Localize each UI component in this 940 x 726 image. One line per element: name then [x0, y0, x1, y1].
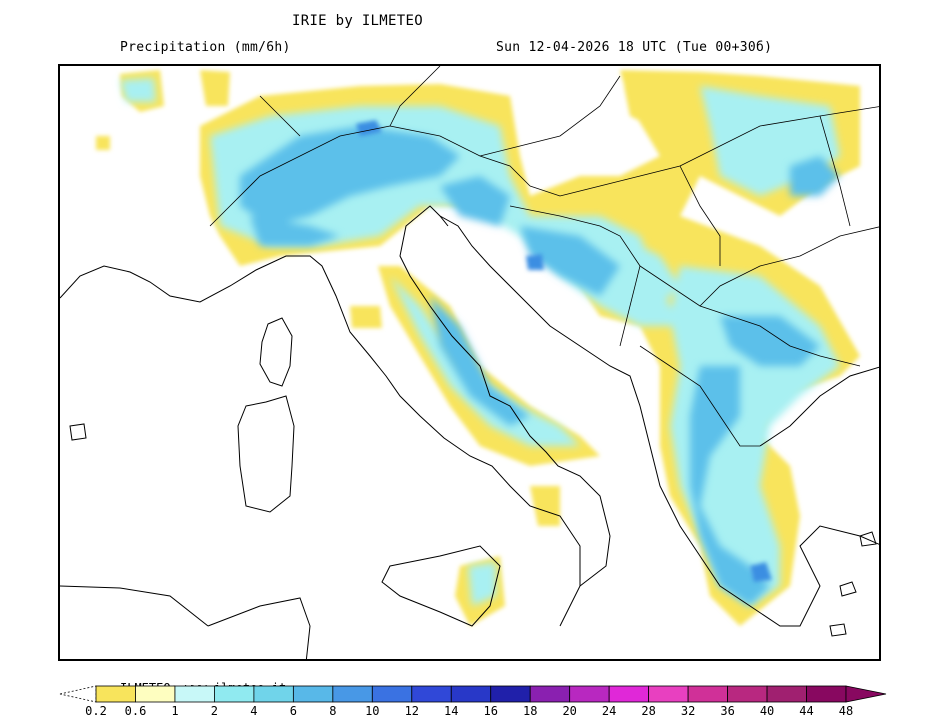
legend-swatch — [569, 685, 610, 703]
color-scale-legend: 0.2 0.6 1 2 4 6 8 10 12 14 16 18 20 24 28 32 36 40 44 48 — [56, 682, 890, 722]
precipitation-field — [96, 70, 860, 626]
legend-swatch — [214, 685, 255, 703]
legend-swatch — [253, 685, 294, 703]
legend-swatch — [490, 685, 531, 703]
coastlines — [60, 205, 879, 659]
legend-tick-label: 24 — [602, 704, 616, 718]
legend-swatch — [371, 685, 413, 703]
national-borders — [209, 66, 879, 447]
legend-swatch — [135, 685, 176, 703]
legend-tick-label: 12 — [405, 704, 419, 718]
legend-tick-label: 10 — [365, 704, 379, 718]
parameter-label: Precipitation (mm/6h) — [120, 40, 291, 55]
legend-tick-label: 8 — [329, 704, 336, 718]
precipitation-map[interactable] — [58, 64, 881, 661]
legend-swatch — [292, 685, 334, 703]
legend-tick-label: 6 — [290, 704, 297, 718]
legend-tick-label: 44 — [799, 704, 813, 718]
legend-tick-label: 0.6 — [125, 704, 147, 718]
legend-swatch — [687, 685, 728, 703]
legend-swatch — [332, 685, 373, 703]
legend-tick-label: 48 — [839, 704, 853, 718]
legend-tick-label: 0.2 — [85, 704, 107, 718]
map-canvas — [60, 66, 879, 659]
legend-tick-label: 18 — [523, 704, 537, 718]
legend-swatch — [95, 685, 136, 703]
legend-underflow-arrow — [59, 685, 97, 703]
legend-overflow-arrow — [845, 685, 887, 703]
legend-tick-label: 36 — [720, 704, 734, 718]
legend-swatch — [411, 685, 452, 703]
legend-tick-label: 1 — [171, 704, 178, 718]
legend-swatch — [766, 685, 807, 703]
legend-tick-label: 4 — [250, 704, 257, 718]
map-title: IRIE by ILMETEO — [292, 13, 423, 29]
legend-swatch — [529, 685, 571, 703]
legend-swatch — [450, 685, 492, 703]
legend-tick-label: 16 — [484, 704, 498, 718]
legend-tick-label: 2 — [211, 704, 218, 718]
legend-tick-label: 40 — [760, 704, 774, 718]
legend-swatch — [806, 685, 847, 703]
legend-swatch — [727, 685, 768, 703]
valid-time-label: Sun 12-04-2026 18 UTC (Tue 00+30б) — [496, 40, 773, 55]
legend-swatch — [174, 685, 215, 703]
legend-swatch — [648, 685, 689, 703]
legend-tick-label: 20 — [562, 704, 576, 718]
legend-tick-label: 28 — [641, 704, 655, 718]
legend-tick-label: 14 — [444, 704, 458, 718]
legend-swatch — [608, 685, 650, 703]
legend-tick-label: 32 — [681, 704, 695, 718]
